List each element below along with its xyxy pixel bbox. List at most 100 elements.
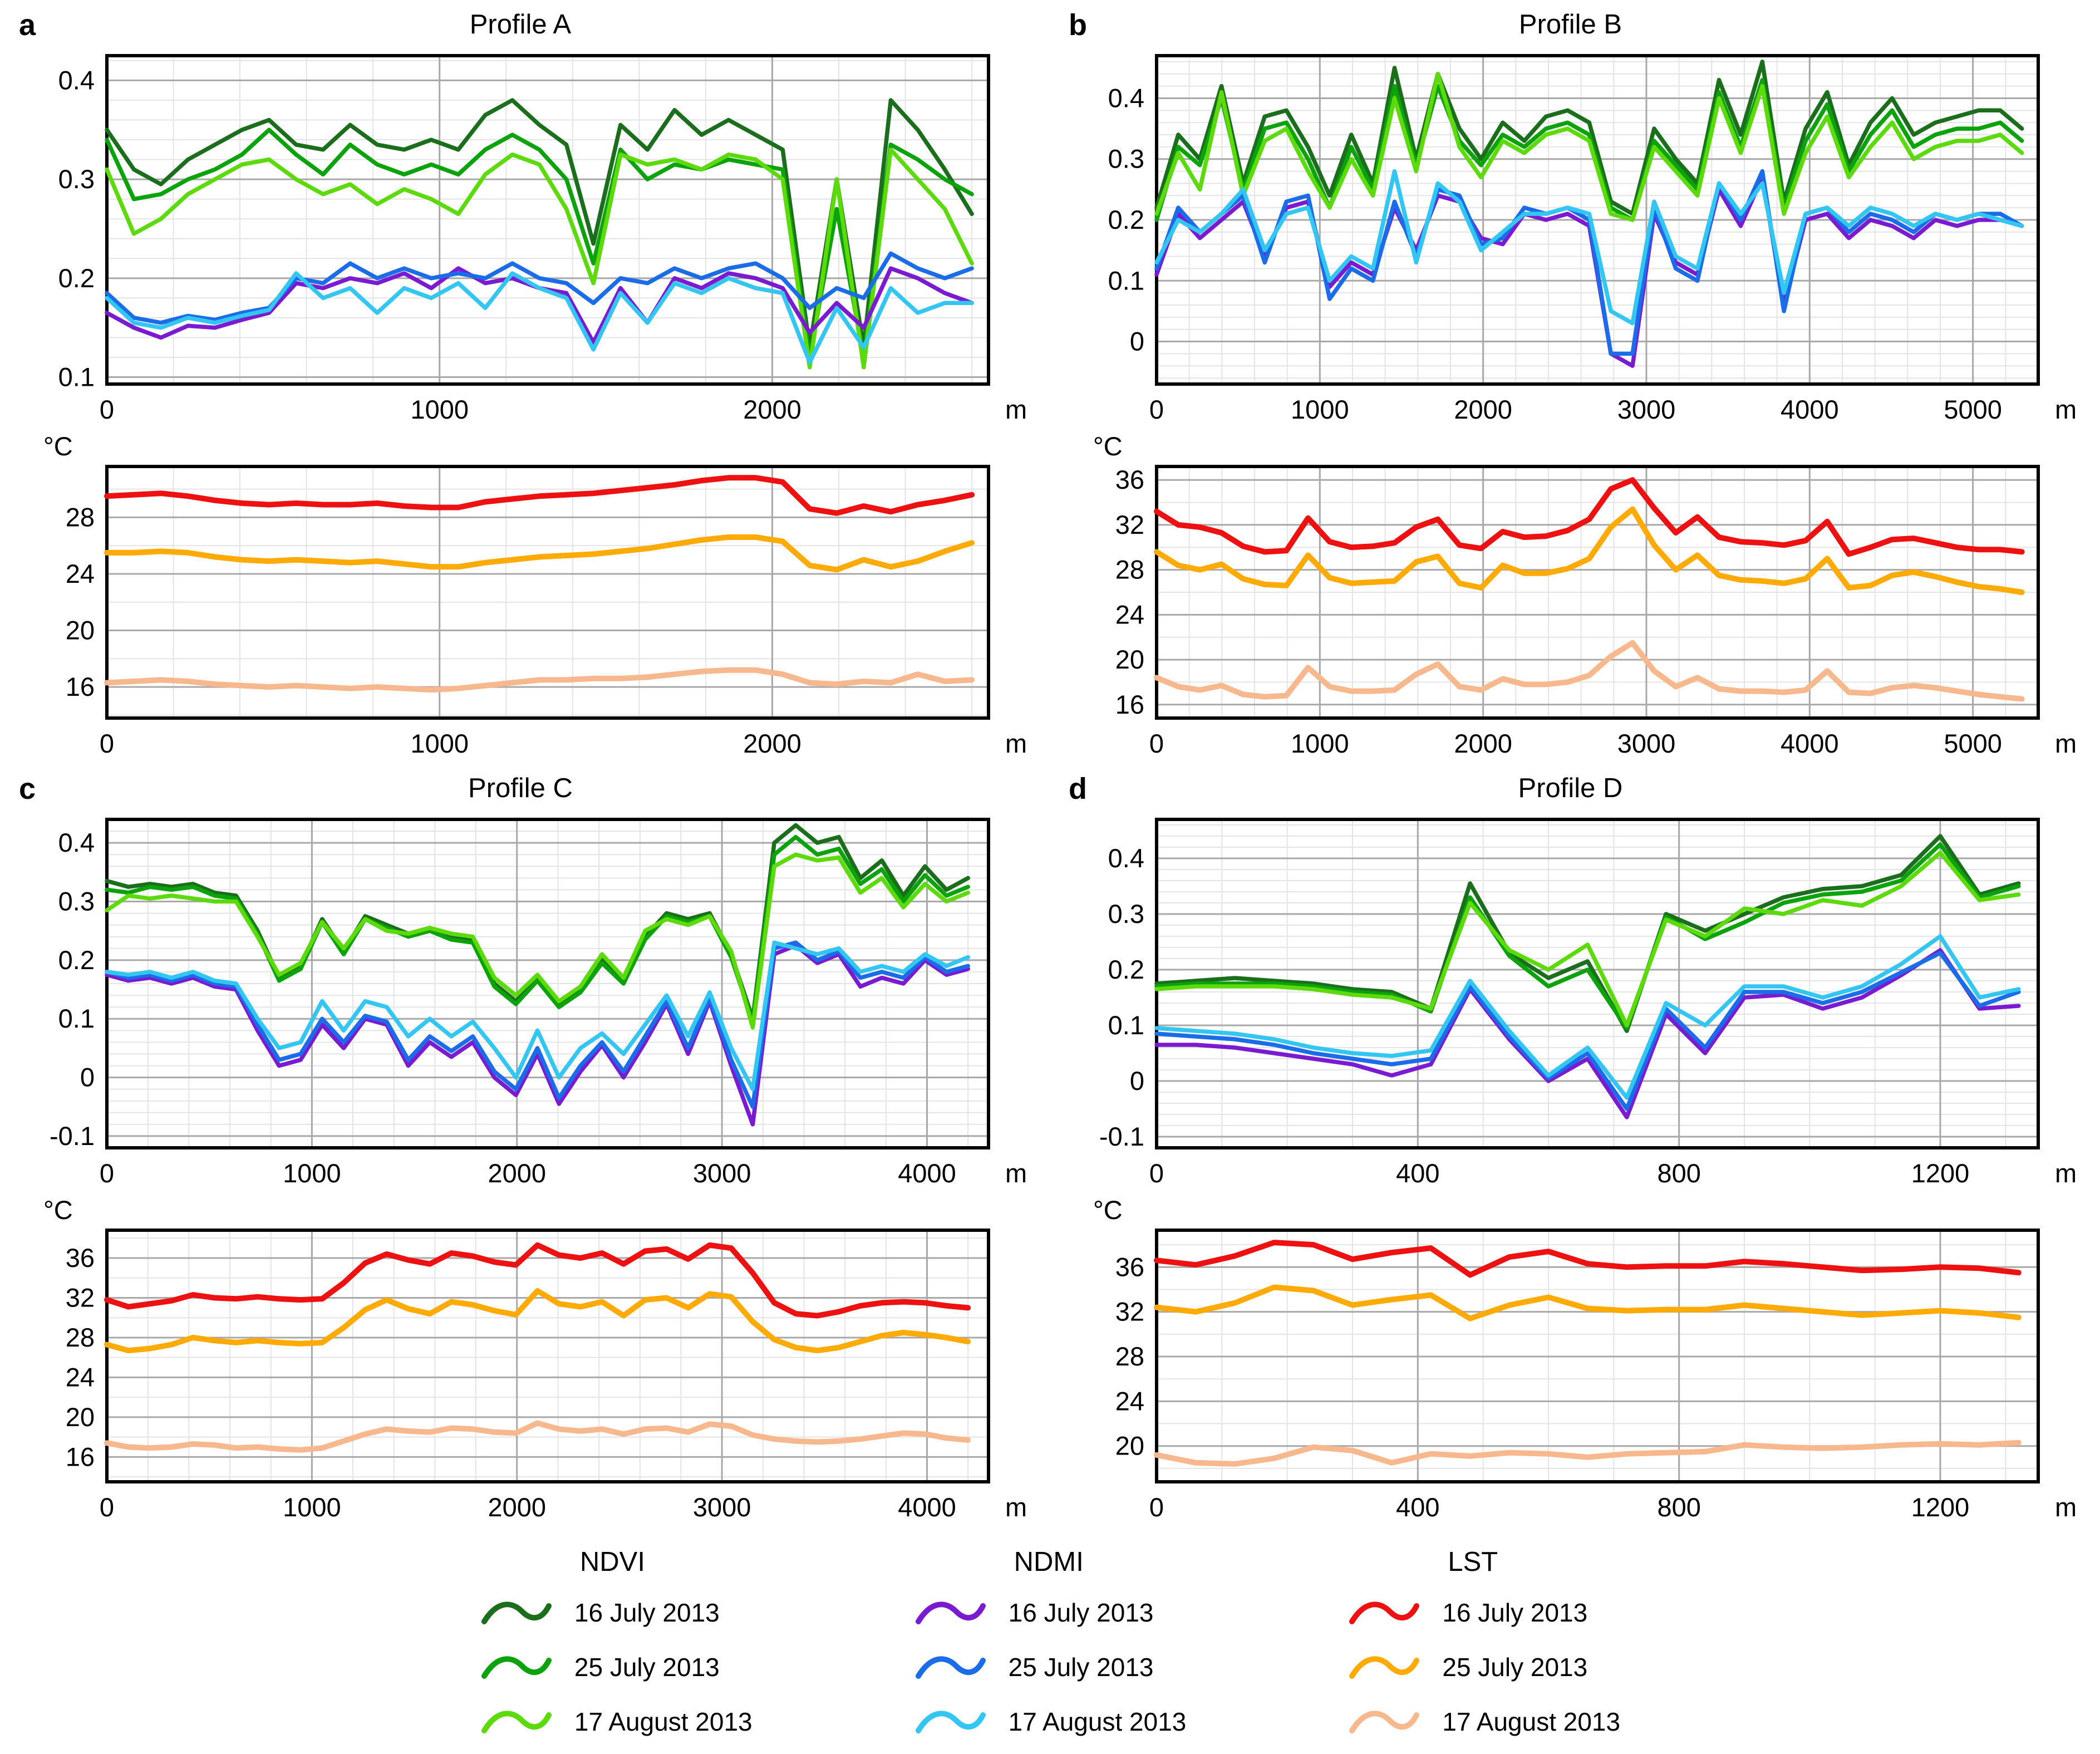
svg-text:3000: 3000 (1617, 729, 1676, 758)
svg-text:m: m (2055, 395, 2077, 424)
line-swatch-icon (915, 1711, 986, 1733)
panel-title-b: Profile B (1518, 9, 1622, 40)
svg-text:0.4: 0.4 (58, 828, 95, 857)
svg-text:2000: 2000 (1454, 729, 1512, 758)
svg-text:1000: 1000 (410, 729, 469, 758)
svg-text:4000: 4000 (898, 1158, 956, 1188)
svg-text:m: m (1005, 1158, 1027, 1188)
legend-group-ndmi: NDMI 16 July 2013 25 July 2013 17 August… (914, 1546, 1187, 1749)
svg-text:0.2: 0.2 (1108, 205, 1144, 234)
profile-c-lst-chart: 16 20 24 28 32 36 0 1000 2000 3000 4000 m °C (19, 1193, 1044, 1527)
svg-text:0.3: 0.3 (1108, 899, 1144, 928)
svg-text:m: m (1005, 729, 1027, 758)
legend-label: 16 July 2013 (1008, 1598, 1154, 1627)
legend-item: 25 July 2013 (1347, 1640, 1620, 1694)
svg-text:28: 28 (1115, 1342, 1144, 1371)
legend-item: 17 August 2013 (1347, 1694, 1620, 1749)
legend-label: 17 August 2013 (1008, 1707, 1187, 1736)
svg-text:800: 800 (1657, 1158, 1700, 1188)
svg-text:28: 28 (66, 1323, 95, 1352)
legend-label: 25 July 2013 (574, 1653, 720, 1682)
legend-title-ndmi: NDMI (1014, 1547, 1084, 1577)
legend-label: 17 August 2013 (1442, 1707, 1621, 1736)
svg-text:5000: 5000 (1944, 729, 2002, 758)
panel-b-header: b Profile B (1069, 9, 2094, 46)
profile-d-lst-chart: 20 24 28 32 36 0 400 800 1200 m °C (1069, 1193, 2094, 1527)
svg-text:24: 24 (66, 1362, 95, 1392)
svg-text:28: 28 (1115, 555, 1144, 584)
panel-c: c Profile C -0.1 0 0.1 0.2 0.3 0.4 0 1000 2000 30… (0, 764, 1050, 1527)
svg-text:24: 24 (1115, 600, 1144, 629)
svg-text:°C: °C (43, 431, 73, 461)
svg-text:0.1: 0.1 (58, 1004, 95, 1033)
svg-text:0: 0 (100, 729, 114, 758)
svg-text:32: 32 (66, 1283, 95, 1312)
svg-text:m: m (2055, 1158, 2077, 1188)
svg-text:0.4: 0.4 (1108, 843, 1144, 873)
svg-text:4000: 4000 (898, 1492, 956, 1522)
svg-text:0.2: 0.2 (58, 263, 95, 293)
svg-text:0.3: 0.3 (58, 164, 95, 194)
legend-item: 25 July 2013 (480, 1640, 753, 1694)
line-swatch-icon (1349, 1601, 1420, 1624)
svg-text:0: 0 (1149, 395, 1164, 424)
svg-text:0: 0 (1130, 1066, 1144, 1095)
line-swatch-icon (915, 1601, 986, 1624)
svg-text:2000: 2000 (743, 729, 801, 758)
svg-text:20: 20 (1115, 645, 1144, 674)
svg-text:16: 16 (66, 672, 95, 701)
svg-text:m: m (1005, 1492, 1027, 1522)
line-swatch-icon (1349, 1656, 1420, 1679)
line-swatch-icon (1349, 1711, 1420, 1733)
panel-d: d Profile D -0.1 0 0.1 0.2 0.3 0.4 0 400 800 1200… (1050, 764, 2100, 1527)
line-swatch-icon (481, 1601, 552, 1624)
legend-title-lst: LST (1448, 1547, 1498, 1577)
profile-a-index-chart: 0.1 0.2 0.3 0.4 0 1000 2000 m (19, 46, 1044, 430)
panels-grid: a Profile A 0.1 0.2 0.3 0.4 0 1000 2000 m 16 20 2… (0, 0, 2100, 1527)
legend-item: 16 July 2013 (1347, 1585, 1620, 1640)
svg-text:2000: 2000 (488, 1158, 546, 1188)
svg-text:0.1: 0.1 (1108, 266, 1144, 295)
panel-letter-c: c (19, 772, 36, 805)
svg-text:36: 36 (1115, 1252, 1144, 1281)
svg-text:4000: 4000 (1781, 729, 1839, 758)
svg-text:°C: °C (1093, 431, 1123, 461)
svg-text:0.4: 0.4 (1108, 83, 1144, 112)
svg-text:400: 400 (1396, 1492, 1439, 1522)
svg-text:°C: °C (43, 1195, 73, 1225)
svg-text:m: m (2055, 1492, 2077, 1522)
svg-text:1000: 1000 (283, 1158, 341, 1188)
profile-b-index-chart: 0 0.1 0.2 0.3 0.4 0 1000 2000 3000 4000 5000 m (1069, 46, 2094, 430)
svg-text:1000: 1000 (1291, 729, 1349, 758)
svg-text:5000: 5000 (1944, 395, 2002, 424)
svg-text:1000: 1000 (1291, 395, 1349, 424)
legend-label: 16 July 2013 (1442, 1598, 1588, 1627)
svg-text:36: 36 (66, 1243, 95, 1272)
panel-c-header: c Profile C (19, 773, 1044, 809)
svg-text:0: 0 (100, 1158, 114, 1188)
svg-text:20: 20 (66, 616, 95, 645)
svg-text:-0.1: -0.1 (1099, 1122, 1144, 1151)
svg-text:0.1: 0.1 (58, 362, 95, 392)
profile-c-index-chart: -0.1 0 0.1 0.2 0.3 0.4 0 1000 2000 3000 4000 m (19, 809, 1044, 1193)
legend-group-ndvi: NDVI 16 July 2013 25 July 2013 17 August… (480, 1546, 753, 1749)
svg-text:2000: 2000 (1454, 395, 1512, 424)
panel-letter-b: b (1069, 8, 1087, 42)
svg-text:36: 36 (1115, 465, 1144, 494)
panel-b: b Profile B 0 0.1 0.2 0.3 0.4 0 1000 2000 3000 40… (1050, 0, 2100, 764)
line-swatch-icon (481, 1711, 552, 1733)
svg-text:16: 16 (66, 1442, 95, 1471)
svg-text:24: 24 (66, 559, 95, 588)
panel-letter-d: d (1069, 772, 1087, 805)
profile-a-lst-chart: 16 20 24 28 0 1000 2000 m °C (19, 430, 1044, 764)
svg-text:800: 800 (1657, 1492, 1700, 1522)
svg-text:m: m (2055, 729, 2077, 758)
svg-text:400: 400 (1396, 1158, 1439, 1188)
svg-text:1000: 1000 (410, 395, 469, 424)
legend-item: 16 July 2013 (914, 1585, 1187, 1640)
svg-text:0: 0 (80, 1063, 95, 1092)
legend-label: 16 July 2013 (574, 1598, 720, 1627)
svg-text:2000: 2000 (743, 395, 801, 424)
svg-text:0.2: 0.2 (58, 945, 95, 975)
svg-text:1200: 1200 (1911, 1492, 1970, 1522)
